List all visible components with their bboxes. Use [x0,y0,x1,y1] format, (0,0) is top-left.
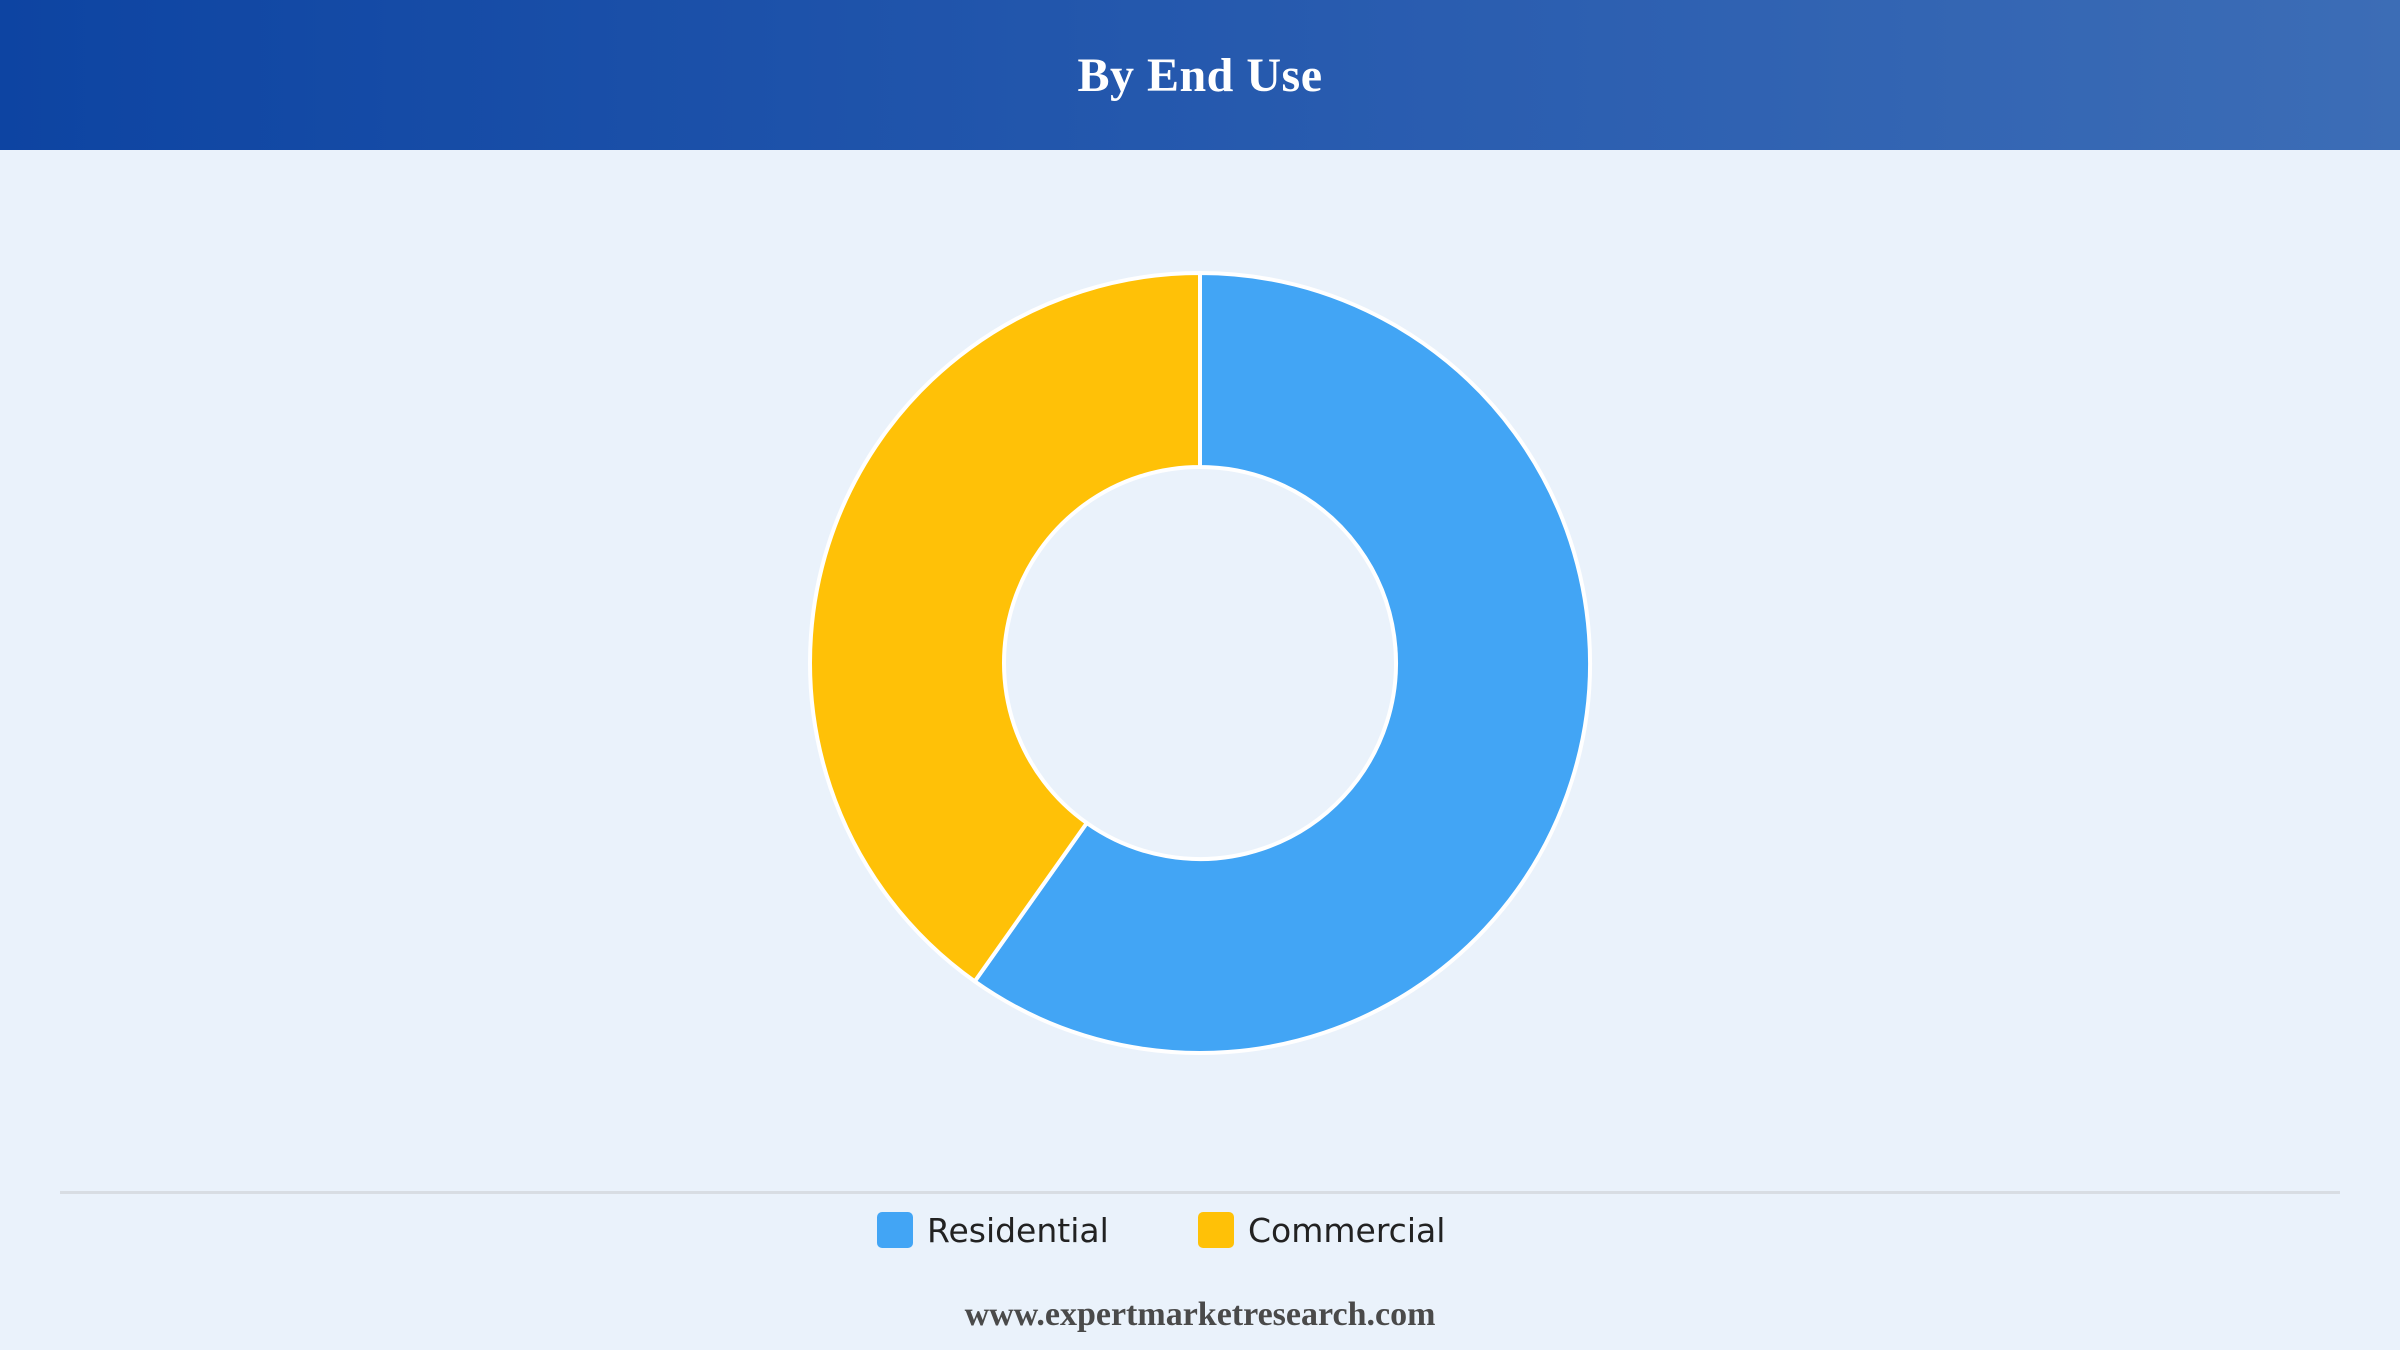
donut-slice-residential[interactable] [972,271,1592,1055]
legend-divider [60,1191,2340,1194]
footer-website[interactable]: www.expertmarketresearch.com [964,1296,1436,1333]
legend-swatch-commercial [1198,1212,1234,1248]
legend-item-commercial[interactable]: Commercial [1198,1205,1445,1255]
legend-swatch-residential [877,1212,913,1248]
legend-item-residential[interactable]: Residential [877,1205,1109,1255]
chart-header: By End Use [0,0,2400,150]
donut-slices [808,271,1592,1055]
chart-title: By End Use [1077,48,1323,102]
chart-legend: Residential Commercial [0,1205,2400,1255]
legend-label-residential: Residential [927,1210,1109,1250]
legend-label-commercial: Commercial [1248,1210,1446,1250]
donut-slice-commercial[interactable] [808,271,1202,984]
